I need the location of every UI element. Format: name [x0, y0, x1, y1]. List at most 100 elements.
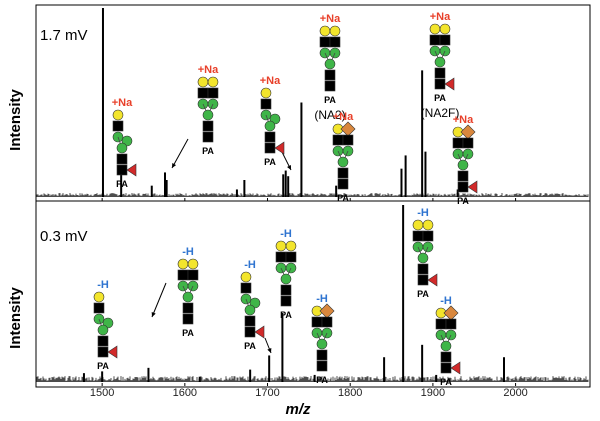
glcnac-residue — [93, 302, 105, 314]
ion-label: +Na — [430, 11, 451, 23]
pa-label: PA — [264, 157, 276, 167]
glcnac-residue — [202, 120, 214, 132]
mannose-residue — [440, 340, 452, 352]
pa-label: PA — [182, 328, 194, 338]
glcnac-residue — [457, 170, 469, 182]
glycan-biantennary-single-arm-fucosylated: +Na PA — [112, 97, 137, 189]
glcnac-residue — [116, 153, 128, 165]
galactose-residue — [112, 109, 124, 121]
mannose-residue — [324, 58, 336, 70]
glcnac-residue — [422, 230, 434, 242]
pa-label: PA — [202, 146, 214, 156]
glycan-NA2: -H PA — [275, 228, 297, 320]
sialic-acid-residue — [340, 121, 356, 137]
pa-label: PA — [337, 193, 349, 203]
ion-label: +Na — [320, 13, 341, 25]
glycan-sialylated-fucosylated: -H PA — [435, 295, 461, 387]
top-baseline-noise — [36, 193, 589, 197]
galactose-residue — [412, 219, 424, 231]
glcnac-residue — [324, 69, 336, 81]
sialic-acid-residue — [443, 305, 459, 321]
x-tick-label: 2000 — [503, 387, 527, 399]
x-axis-label: m/z — [285, 401, 311, 418]
glcnac-residue — [240, 282, 252, 294]
ion-label: -H — [417, 207, 429, 219]
ion-label: -H — [440, 295, 452, 307]
galactose-residue — [260, 87, 272, 99]
glycan-biantennary-single-arm-fucosylated: -H PA — [240, 259, 265, 351]
glycan-biantennary-galactosylated: -H PA — [177, 246, 199, 338]
pa-label: PA — [97, 361, 109, 371]
ion-label: -H — [280, 228, 292, 240]
galactose-residue — [319, 25, 331, 37]
annotation-arrow — [171, 138, 189, 169]
glcnac-residue — [452, 137, 464, 149]
galactose-residue — [207, 76, 219, 88]
glcnac-residue — [182, 302, 194, 314]
glycan-NA2F: -H PA — [412, 207, 438, 299]
glcnac-residue — [112, 120, 124, 132]
galactose-residue — [285, 240, 297, 252]
glycan-biantennary-single-arm-fucosylated: +Na PA — [260, 75, 285, 167]
pa-label: PA — [324, 95, 336, 105]
pa-label: PA — [316, 375, 328, 385]
ion-label: +Na — [260, 75, 281, 87]
glycan-sialylated-single-arm: +Na PA — [332, 111, 356, 203]
glcnac-residue — [202, 131, 214, 143]
x-tick-label: 1500 — [90, 387, 114, 399]
glcnac-residue — [462, 137, 474, 149]
mannose-residue — [417, 252, 429, 264]
glcnac-residue — [440, 351, 452, 363]
bottom-y-axis-label: Intensity — [7, 287, 24, 349]
glycan-NA2F: +Na PA (NA2F) — [421, 11, 460, 120]
pa-label: PA — [440, 377, 452, 387]
ion-label: +Na — [112, 97, 133, 109]
pa-label: PA — [434, 93, 446, 103]
x-tick-label: 1700 — [255, 387, 279, 399]
galactose-residue — [197, 76, 209, 88]
galactose-residue — [329, 25, 341, 37]
glcnac-residue — [439, 34, 451, 46]
mannose-residue — [264, 120, 276, 132]
glcnac-residue — [182, 313, 194, 325]
fucose-residue — [467, 180, 478, 194]
glcnac-residue — [97, 335, 109, 347]
glcnac-residue — [280, 295, 292, 307]
glycan-sialylated-fucosylated: +Na PA — [452, 114, 478, 206]
bottom-baseline-noise — [36, 376, 589, 382]
mannose-residue — [337, 156, 349, 168]
arrow-head — [287, 165, 291, 170]
galactose-residue — [439, 23, 451, 35]
galactose-residue — [422, 219, 434, 231]
galactose-residue — [187, 258, 199, 270]
mannose-residue — [97, 324, 109, 336]
galactose-residue — [429, 23, 441, 35]
glcnac-residue — [412, 230, 424, 242]
top-panel-label: 1.7 mV — [40, 27, 88, 44]
pa-label: PA — [116, 179, 128, 189]
arrow-head — [267, 348, 272, 353]
mannose-residue — [457, 159, 469, 171]
glycan-name-label: (NA2) — [314, 108, 345, 122]
mannose-residue — [116, 142, 128, 154]
glcnac-residue — [177, 269, 189, 281]
x-tick-label: 1900 — [421, 387, 445, 399]
bottom-panel-frame — [35, 200, 591, 388]
fucose-residue — [444, 77, 455, 91]
glcnac-residue — [434, 78, 446, 90]
glcnac-residue — [311, 316, 323, 328]
arrow-head — [151, 312, 156, 317]
pa-label: PA — [280, 310, 292, 320]
ion-label: -H — [97, 279, 109, 291]
ion-label: +Na — [333, 111, 354, 123]
glcnac-residue — [342, 134, 354, 146]
glcnac-residue — [187, 269, 199, 281]
glcnac-residue — [264, 131, 276, 143]
fucose-residue — [126, 163, 137, 177]
glcnac-residue — [324, 80, 336, 92]
glcnac-residue — [275, 251, 287, 263]
pa-label: PA — [457, 196, 469, 206]
glcnac-residue — [329, 36, 341, 48]
glcnac-residue — [457, 181, 469, 193]
fucose-residue — [274, 141, 285, 155]
